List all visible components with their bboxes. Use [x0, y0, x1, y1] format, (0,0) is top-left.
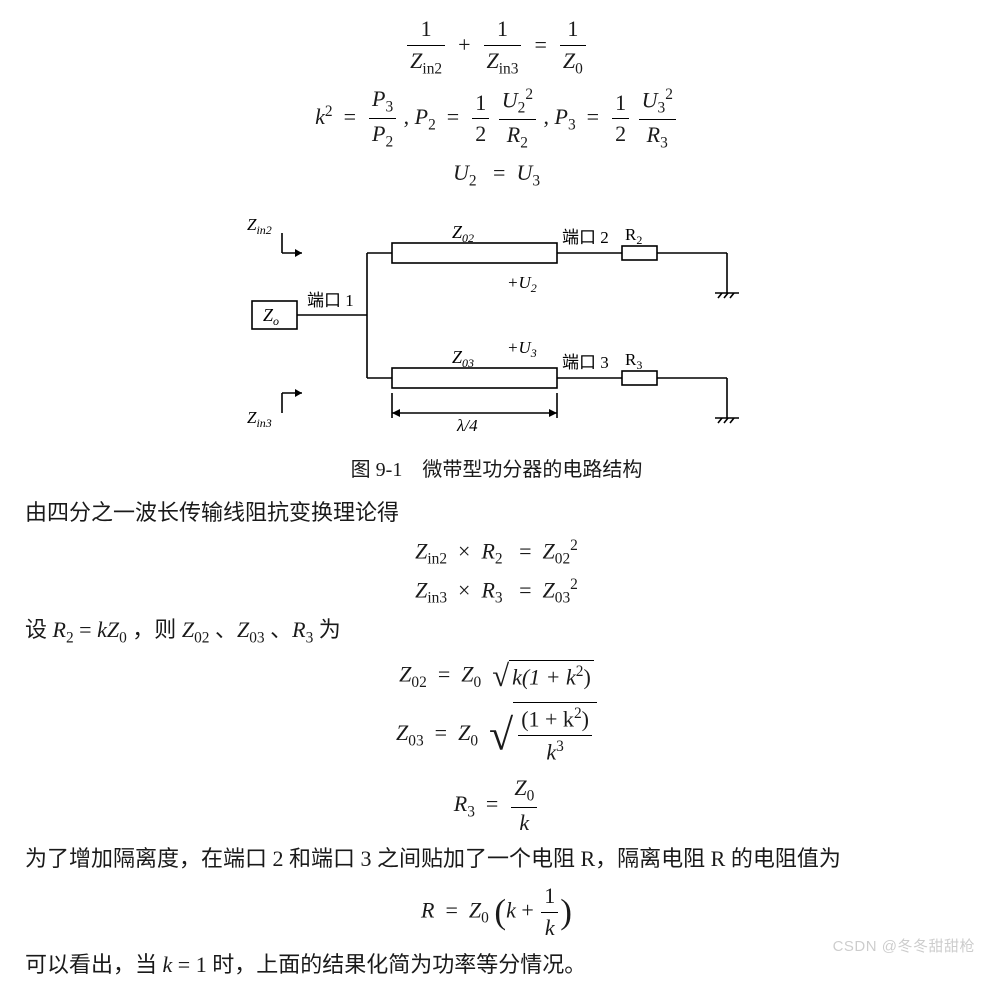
equation-3: U2 = U3 [25, 158, 968, 192]
svg-text:端口 1: 端口 1 [307, 291, 354, 310]
svg-text:λ/4: λ/4 [456, 416, 478, 435]
svg-text:Zin2: Zin2 [247, 215, 272, 237]
paragraph-1: 由四分之一波长传输线阻抗变换理论得 [25, 498, 968, 529]
equation-4a: Zin2 × R2 = Z022 [25, 535, 968, 570]
paragraph-2: 设 R2 = kZ0 ，则 Z02 、Z03 、R3 为 [25, 615, 968, 649]
svg-text:Z03: Z03 [452, 347, 474, 370]
watermark: CSDN @冬冬甜甜枪 [833, 936, 975, 957]
svg-text:Z02: Z02 [452, 222, 474, 245]
figure-caption: 图 9-1 微带型功分器的电路结构 [25, 456, 968, 484]
equation-4b: Zin3 × R3 = Z032 [25, 574, 968, 609]
equation-5c: R3 = Z0k [25, 773, 968, 839]
equation-5b: Z03 = Z0 √ (1 + k2)k3 [25, 702, 968, 768]
paragraph-4: 可以看出，当 k = 1 时，上面的结果化简为功率等分情况。 [25, 950, 968, 981]
svg-text:+U3: +U3 [507, 338, 537, 360]
equation-1: 1Zin2 + 1Zin3 = 1Z0 [25, 14, 968, 80]
svg-text:R2: R2 [625, 225, 642, 247]
svg-text:+U2: +U2 [507, 273, 537, 295]
svg-text:Zin3: Zin3 [247, 408, 272, 430]
svg-text:R3: R3 [625, 350, 642, 372]
circuit-diagram: Zo 端口 1 Z02 端口 2 +U2 R2 Z03 [217, 198, 777, 448]
paragraph-3: 为了增加隔离度，在端口 2 和端口 3 之间贴加了一个电阻 R，隔离电阻 R 的… [25, 844, 968, 875]
svg-text:端口 2: 端口 2 [562, 228, 609, 247]
equation-2: k2 = P3P2 , P2 = 12 U22R2 , P3 = 12 U32R… [25, 84, 968, 154]
svg-text:端口 3: 端口 3 [562, 353, 609, 372]
page: 1Zin2 + 1Zin3 = 1Z0 k2 = P3P2 , P2 = 12 … [0, 0, 993, 997]
equation-5a: Z02 = Z0 √k(1 + k2) [25, 655, 968, 698]
eq1-num1: 1 [407, 14, 445, 46]
equation-6: R = Z0 (k + 1k) [25, 881, 968, 944]
